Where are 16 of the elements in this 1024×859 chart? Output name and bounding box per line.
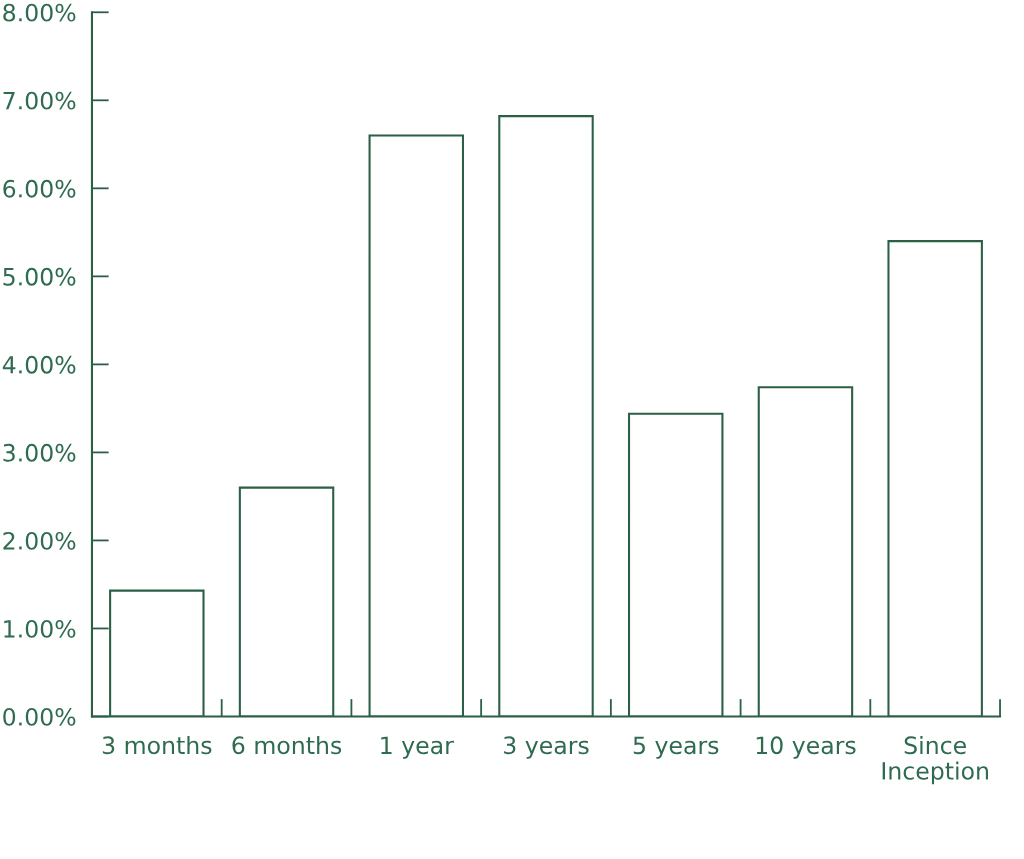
- y-tick-label: 4.00%: [2, 355, 76, 374]
- y-tick-label: 7.00%: [3, 91, 76, 110]
- x-tick-label: Since Inception: [882, 735, 988, 785]
- x-tick-label: 3 months: [102, 735, 212, 755]
- x-tick-label: 1 year: [381, 736, 454, 759]
- y-tick-label: 3.00%: [3, 443, 76, 462]
- y-tick-label: 6.00%: [3, 179, 76, 198]
- y-tick-label: 1.00%: [4, 619, 76, 638]
- y-tick-label: 8.00%: [3, 3, 76, 22]
- x-tick-label: 5 years: [633, 736, 719, 759]
- y-tick-label: 2.00%: [3, 531, 76, 550]
- y-tick-label: 0.00%: [3, 707, 76, 726]
- x-tick-label: 10 years: [756, 736, 856, 759]
- x-tick-label: 3 years: [504, 736, 589, 759]
- x-tick-label: 6 months: [232, 735, 342, 755]
- y-tick-label: 5.00%: [3, 267, 76, 286]
